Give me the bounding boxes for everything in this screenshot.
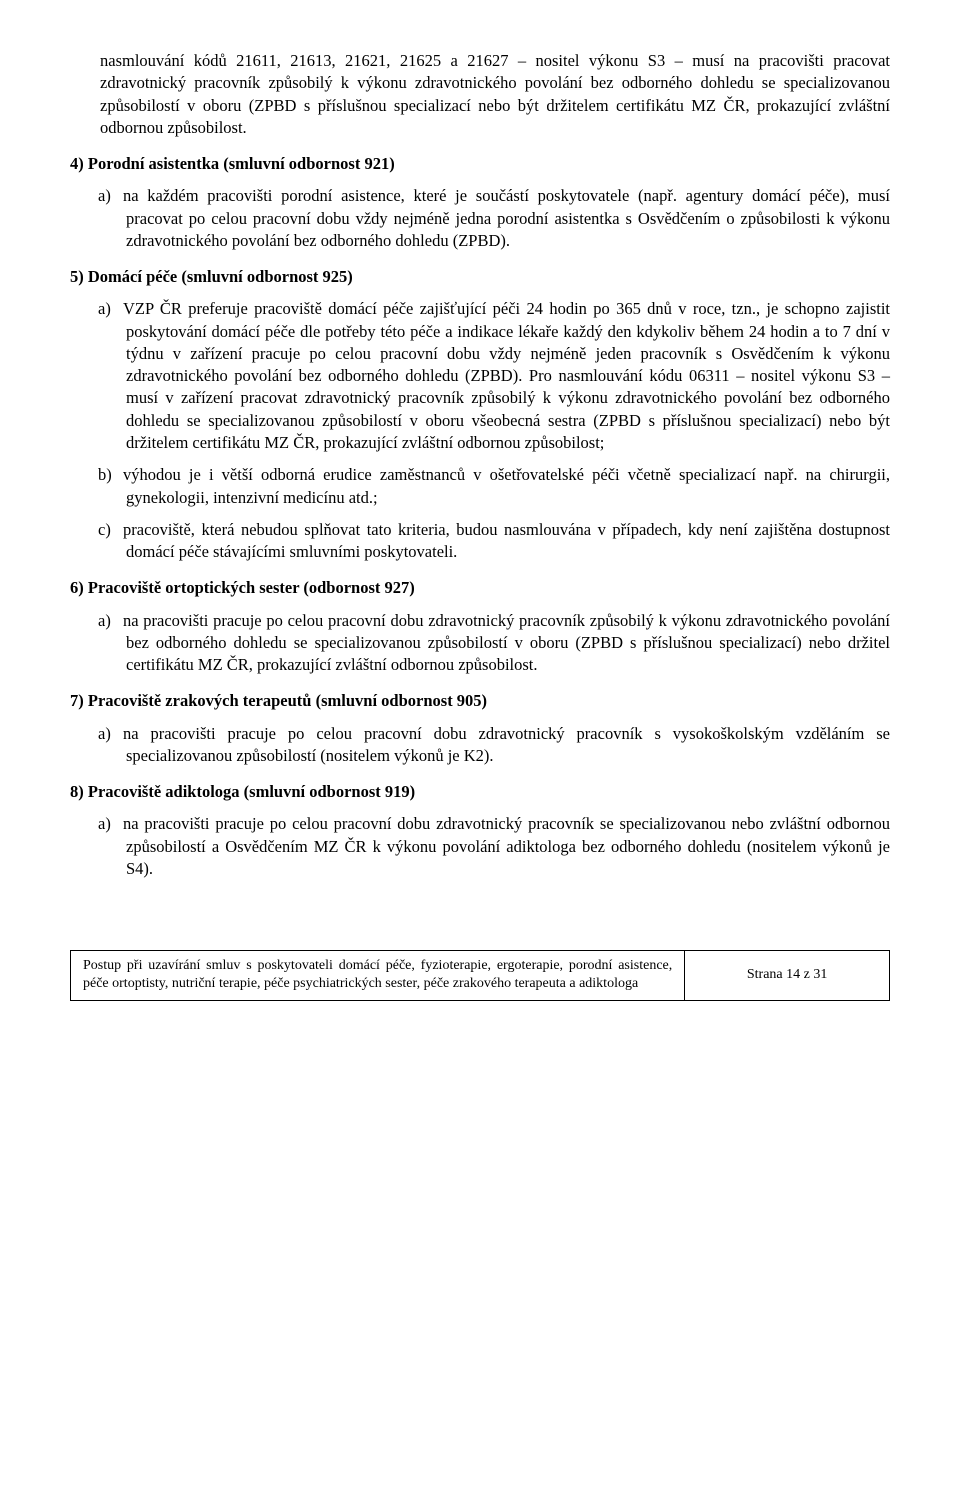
- list-item: a)na pracovišti pracuje po celou pracovn…: [98, 813, 890, 880]
- list-item: b)výhodou je i větší odborná erudice zam…: [98, 464, 890, 509]
- list-item: a)na pracovišti pracuje po celou pracovn…: [98, 723, 890, 768]
- section-8-list: a)na pracovišti pracuje po celou pracovn…: [98, 813, 890, 880]
- section-8-heading: 8) Pracoviště adiktologa (smluvní odborn…: [70, 781, 890, 803]
- item-text: na pracovišti pracuje po celou pracovní …: [123, 611, 890, 675]
- item-marker: a): [98, 298, 123, 320]
- list-item: c)pracoviště, která nebudou splňovat tat…: [98, 519, 890, 564]
- item-marker: b): [98, 464, 123, 486]
- item-text: na pracovišti pracuje po celou pracovní …: [123, 814, 890, 878]
- opening-paragraph: nasmlouvání kódů 21611, 21613, 21621, 21…: [100, 50, 890, 139]
- item-text: pracoviště, která nebudou splňovat tato …: [123, 520, 890, 561]
- section-6-heading: 6) Pracoviště ortoptických sester (odbor…: [70, 577, 890, 599]
- section-4-heading: 4) Porodní asistentka (smluvní odbornost…: [70, 153, 890, 175]
- item-marker: a): [98, 723, 123, 745]
- list-item: a)na pracovišti pracuje po celou pracovn…: [98, 610, 890, 677]
- item-text: výhodou je i větší odborná erudice zaměs…: [123, 465, 890, 506]
- section-5-list: a)VZP ČR preferuje pracoviště domácí péč…: [98, 298, 890, 563]
- list-item: a)VZP ČR preferuje pracoviště domácí péč…: [98, 298, 890, 454]
- item-marker: a): [98, 610, 123, 632]
- section-6-list: a)na pracovišti pracuje po celou pracovn…: [98, 610, 890, 677]
- item-text: na každém pracovišti porodní asistence, …: [123, 186, 890, 250]
- list-item: a)na každém pracovišti porodní asistence…: [98, 185, 890, 252]
- footer-description: Postup při uzavírání smluv s poskytovate…: [71, 951, 685, 1000]
- item-marker: a): [98, 813, 123, 835]
- section-7-heading: 7) Pracoviště zrakových terapeutů (smluv…: [70, 690, 890, 712]
- footer-table: Postup při uzavírání smluv s poskytovate…: [70, 950, 890, 1000]
- section-4-list: a)na každém pracovišti porodní asistence…: [98, 185, 890, 252]
- item-marker: a): [98, 185, 123, 207]
- item-text: na pracovišti pracuje po celou pracovní …: [123, 724, 890, 765]
- section-7-list: a)na pracovišti pracuje po celou pracovn…: [98, 723, 890, 768]
- item-marker: c): [98, 519, 123, 541]
- footer-page-number: Strana 14 z 31: [685, 951, 890, 1000]
- section-5-heading: 5) Domácí péče (smluvní odbornost 925): [70, 266, 890, 288]
- item-text: VZP ČR preferuje pracoviště domácí péče …: [123, 299, 890, 452]
